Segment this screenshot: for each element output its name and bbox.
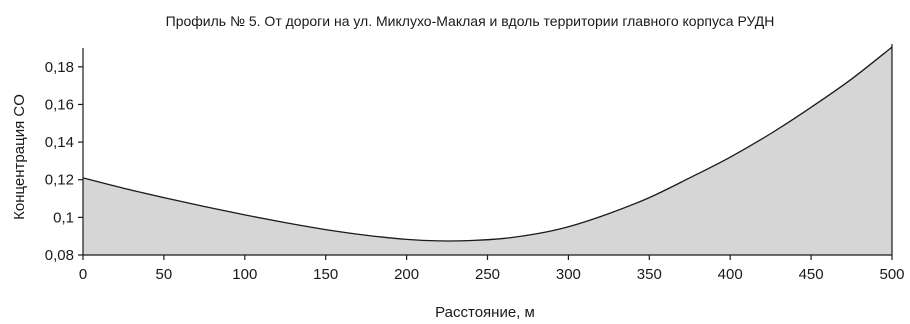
x-tick-label-1: 50	[156, 266, 173, 283]
x-tick-label-0: 0	[79, 266, 87, 283]
x-axis-label: Расстояние, м	[435, 304, 535, 321]
x-tick-label-3: 150	[313, 266, 338, 283]
y-tick-label-1: 0,1	[53, 209, 74, 226]
series-area-fill	[83, 47, 892, 256]
y-tick-label-2: 0,12	[45, 172, 74, 189]
plot-area	[82, 46, 893, 256]
x-tick-label-8: 400	[718, 266, 743, 283]
y-axis-label: Концентрация CO	[11, 94, 28, 220]
x-tick-label-7: 350	[637, 266, 662, 283]
axes: 0 50 100 150 200 250 300 350 400 450 500 0,08 0,1 0,1…	[45, 44, 905, 283]
chart-title: Профиль № 5. От дороги на ул. Миклухо-Ма…	[166, 13, 775, 29]
x-tick-label-9: 450	[799, 266, 824, 283]
x-tick-label-10: 500	[879, 266, 904, 283]
y-tick-label-5: 0,18	[45, 59, 74, 76]
series-line	[82, 46, 893, 242]
x-tick-label-4: 200	[394, 266, 419, 283]
x-tick-label-2: 100	[232, 266, 257, 283]
x-tick-label-6: 300	[556, 266, 581, 283]
y-tick-label-3: 0,14	[45, 134, 74, 151]
y-tick-label-4: 0,16	[45, 96, 74, 113]
y-tick-label-0: 0,08	[45, 247, 74, 264]
x-tick-label-5: 250	[475, 266, 500, 283]
